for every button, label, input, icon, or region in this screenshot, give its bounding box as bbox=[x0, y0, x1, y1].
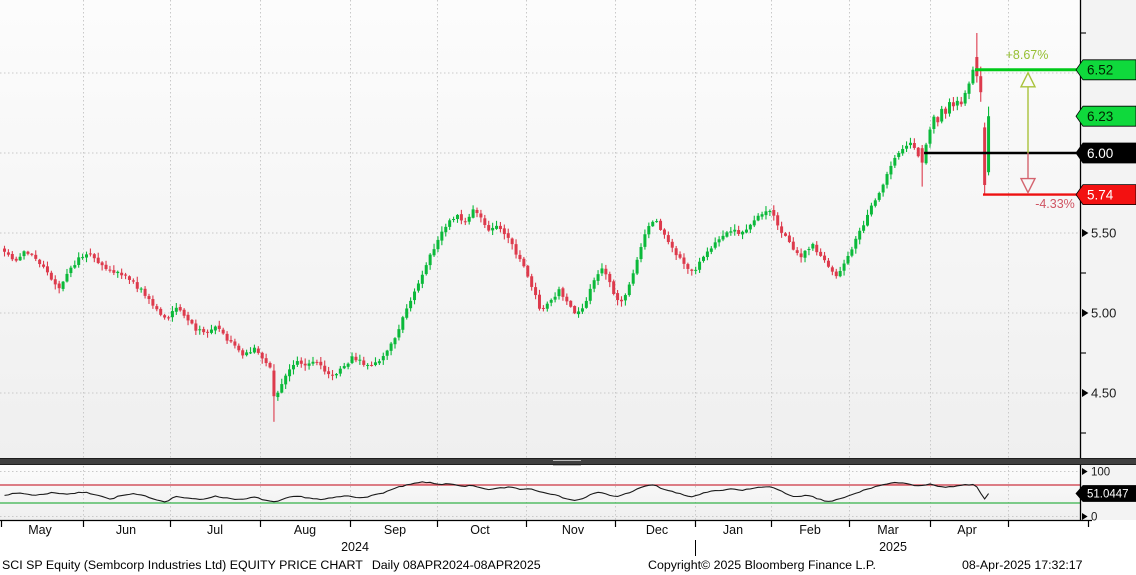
rsi-axis-labels: 100 0 bbox=[1082, 467, 1110, 524]
price-axis-labels: 5.50 5.00 4.50 bbox=[1081, 32, 1116, 434]
svg-text:5.74: 5.74 bbox=[1087, 187, 1114, 202]
svg-text:6.23: 6.23 bbox=[1087, 109, 1113, 124]
axis-tick-arrow-icon bbox=[1082, 513, 1088, 520]
price-badge-6.23 bbox=[1075, 105, 1136, 127]
status-bar: SCI SP Equity (Sembcorp Industries Ltd) … bbox=[0, 558, 1136, 575]
splitter-grip-icon bbox=[553, 460, 581, 466]
panel-splitter[interactable] bbox=[0, 458, 1136, 466]
svg-text:0: 0 bbox=[1091, 512, 1097, 524]
candles-layer bbox=[3, 33, 991, 422]
svg-text:5.50: 5.50 bbox=[1091, 226, 1116, 241]
copyright-text: Copyright© 2025 Bloomberg Finance L.P. bbox=[648, 558, 876, 572]
chart-title: SCI SP Equity (Sembcorp Industries Ltd) … bbox=[2, 558, 541, 572]
svg-text:51.0447: 51.0447 bbox=[1087, 489, 1129, 501]
axis-tick-arrow-icon bbox=[1082, 389, 1089, 397]
pct-change-down-label: -4.33% bbox=[1035, 197, 1075, 211]
gridlines-layer bbox=[0, 0, 1080, 520]
pct-change-up-label: +8.67% bbox=[1005, 48, 1049, 62]
axis-tick-arrow-icon bbox=[1082, 309, 1089, 317]
price-badge-6.00 bbox=[1075, 142, 1136, 164]
svg-text:4.50: 4.50 bbox=[1091, 386, 1116, 401]
timestamp-text: 08-Apr-2025 17:32:17 bbox=[962, 558, 1083, 572]
annotation-layer bbox=[924, 68, 1080, 196]
axis-layer bbox=[0, 0, 1092, 556]
price-badge-5.74 bbox=[1075, 184, 1136, 206]
rsi-panel bbox=[0, 465, 1080, 520]
period-label: Daily 08APR2024-08APR2025 bbox=[371, 558, 541, 572]
instrument-title: SCI SP Equity (Sembcorp Industries Ltd) … bbox=[2, 558, 363, 572]
up-arrow-icon bbox=[1019, 71, 1037, 88]
price-badge-6.52 bbox=[1075, 59, 1136, 81]
rsi-value-badge bbox=[1075, 485, 1136, 502]
rsi-layer bbox=[0, 481, 1080, 504]
price-badges-layer: 6.52 6.23 6.00 5.74 51.0447 bbox=[1075, 59, 1136, 502]
main-price-panel bbox=[0, 0, 1080, 458]
down-arrow-icon bbox=[1019, 177, 1037, 195]
svg-text:6.52: 6.52 bbox=[1087, 63, 1113, 78]
svg-text:100: 100 bbox=[1091, 467, 1110, 479]
svg-text:6.00: 6.00 bbox=[1087, 146, 1113, 161]
right-axis-column bbox=[1080, 0, 1136, 520]
axis-tick-arrow-icon bbox=[1082, 468, 1088, 475]
axis-tick-arrow-icon bbox=[1082, 229, 1089, 237]
svg-text:5.00: 5.00 bbox=[1091, 306, 1116, 321]
rsi-line bbox=[4, 481, 990, 503]
